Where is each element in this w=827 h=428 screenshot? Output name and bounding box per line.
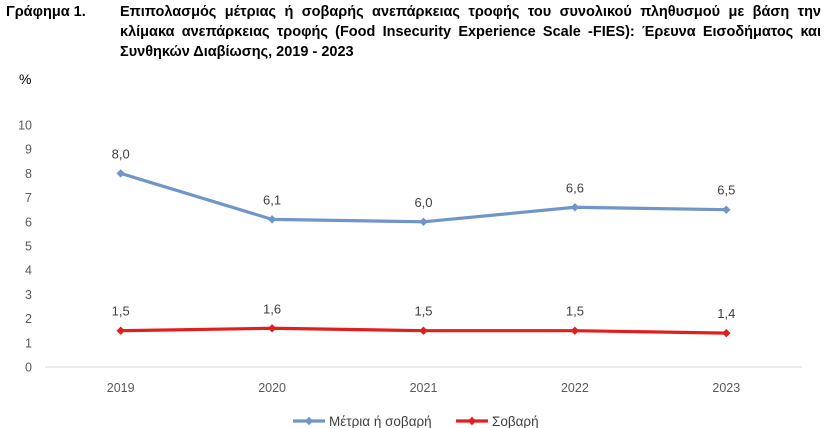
y-tick-label: 6 [25,215,32,229]
data-label: 6,5 [717,183,735,198]
legend-marker [304,416,314,426]
data-label: 1,6 [263,301,281,316]
y-tick-label: 10 [18,119,32,133]
x-tick-label: 2022 [561,381,589,395]
data-label: 1,5 [414,304,432,319]
data-label: 1,5 [112,304,130,319]
y-tick-label: 3 [25,288,32,302]
data-point-marker [419,217,428,226]
x-tick-label: 2023 [712,381,740,395]
legend-label: Σοβαρή [492,414,539,428]
y-tick-label: 9 [25,143,32,157]
data-point-marker [267,215,277,224]
legend: Μέτρια ή σοβαρή Σοβαρή [293,414,539,428]
figure-caption: Γράφημα 1. Επιπολασμός μέτριας ή σοβαρής… [6,2,821,62]
legend-label: Μέτρια ή σοβαρή [329,414,432,428]
data-point-marker [267,324,277,333]
series-1: 8,0 6,1 6,0 6,6 6,5 [112,146,735,226]
data-label: 1,4 [717,306,735,321]
x-tick-label: 2020 [258,381,286,395]
data-label: 8,0 [112,146,130,161]
data-label: 1,5 [566,304,584,319]
legend-item: Μέτρια ή σοβαρή [293,414,432,428]
x-axis-ticks: 2019 2020 2021 2022 2023 [107,381,740,395]
data-label: 6,1 [263,192,281,207]
y-tick-label: 1 [25,336,32,350]
legend-item: Σοβαρή [456,414,539,428]
data-point-marker [116,326,125,335]
y-tick-label: 2 [25,312,32,326]
data-label: 6,6 [566,180,584,195]
y-axis-unit-label: % [19,71,31,87]
x-tick-label: 2019 [107,381,135,395]
data-point-marker [570,326,580,335]
series-group: 8,0 6,1 6,0 6,6 6,5 1,5 1,6 1,5 1,5 1,4 [112,146,735,338]
data-point-marker [570,203,580,212]
y-tick-label: 4 [25,264,32,278]
figure-label: Γράφημα 1. [6,4,86,20]
data-point-marker [419,326,428,335]
y-tick-label: 0 [25,361,32,375]
legend-marker [467,416,477,426]
y-axis-ticks: 0 1 2 3 4 5 6 7 8 9 10 [18,119,32,375]
series-2: 1,5 1,6 1,5 1,5 1,4 [112,301,735,338]
y-tick-label: 5 [25,240,32,254]
data-point-marker [722,205,731,214]
x-tick-label: 2021 [410,381,438,395]
data-point-marker [722,328,731,338]
data-point-marker [116,169,125,178]
y-tick-label: 7 [25,191,32,205]
y-tick-label: 8 [25,167,32,181]
data-label: 6,0 [414,195,432,210]
figure-title: Επιπολασμός μέτριας ή σοβαρής ανεπάρκεια… [120,4,821,60]
